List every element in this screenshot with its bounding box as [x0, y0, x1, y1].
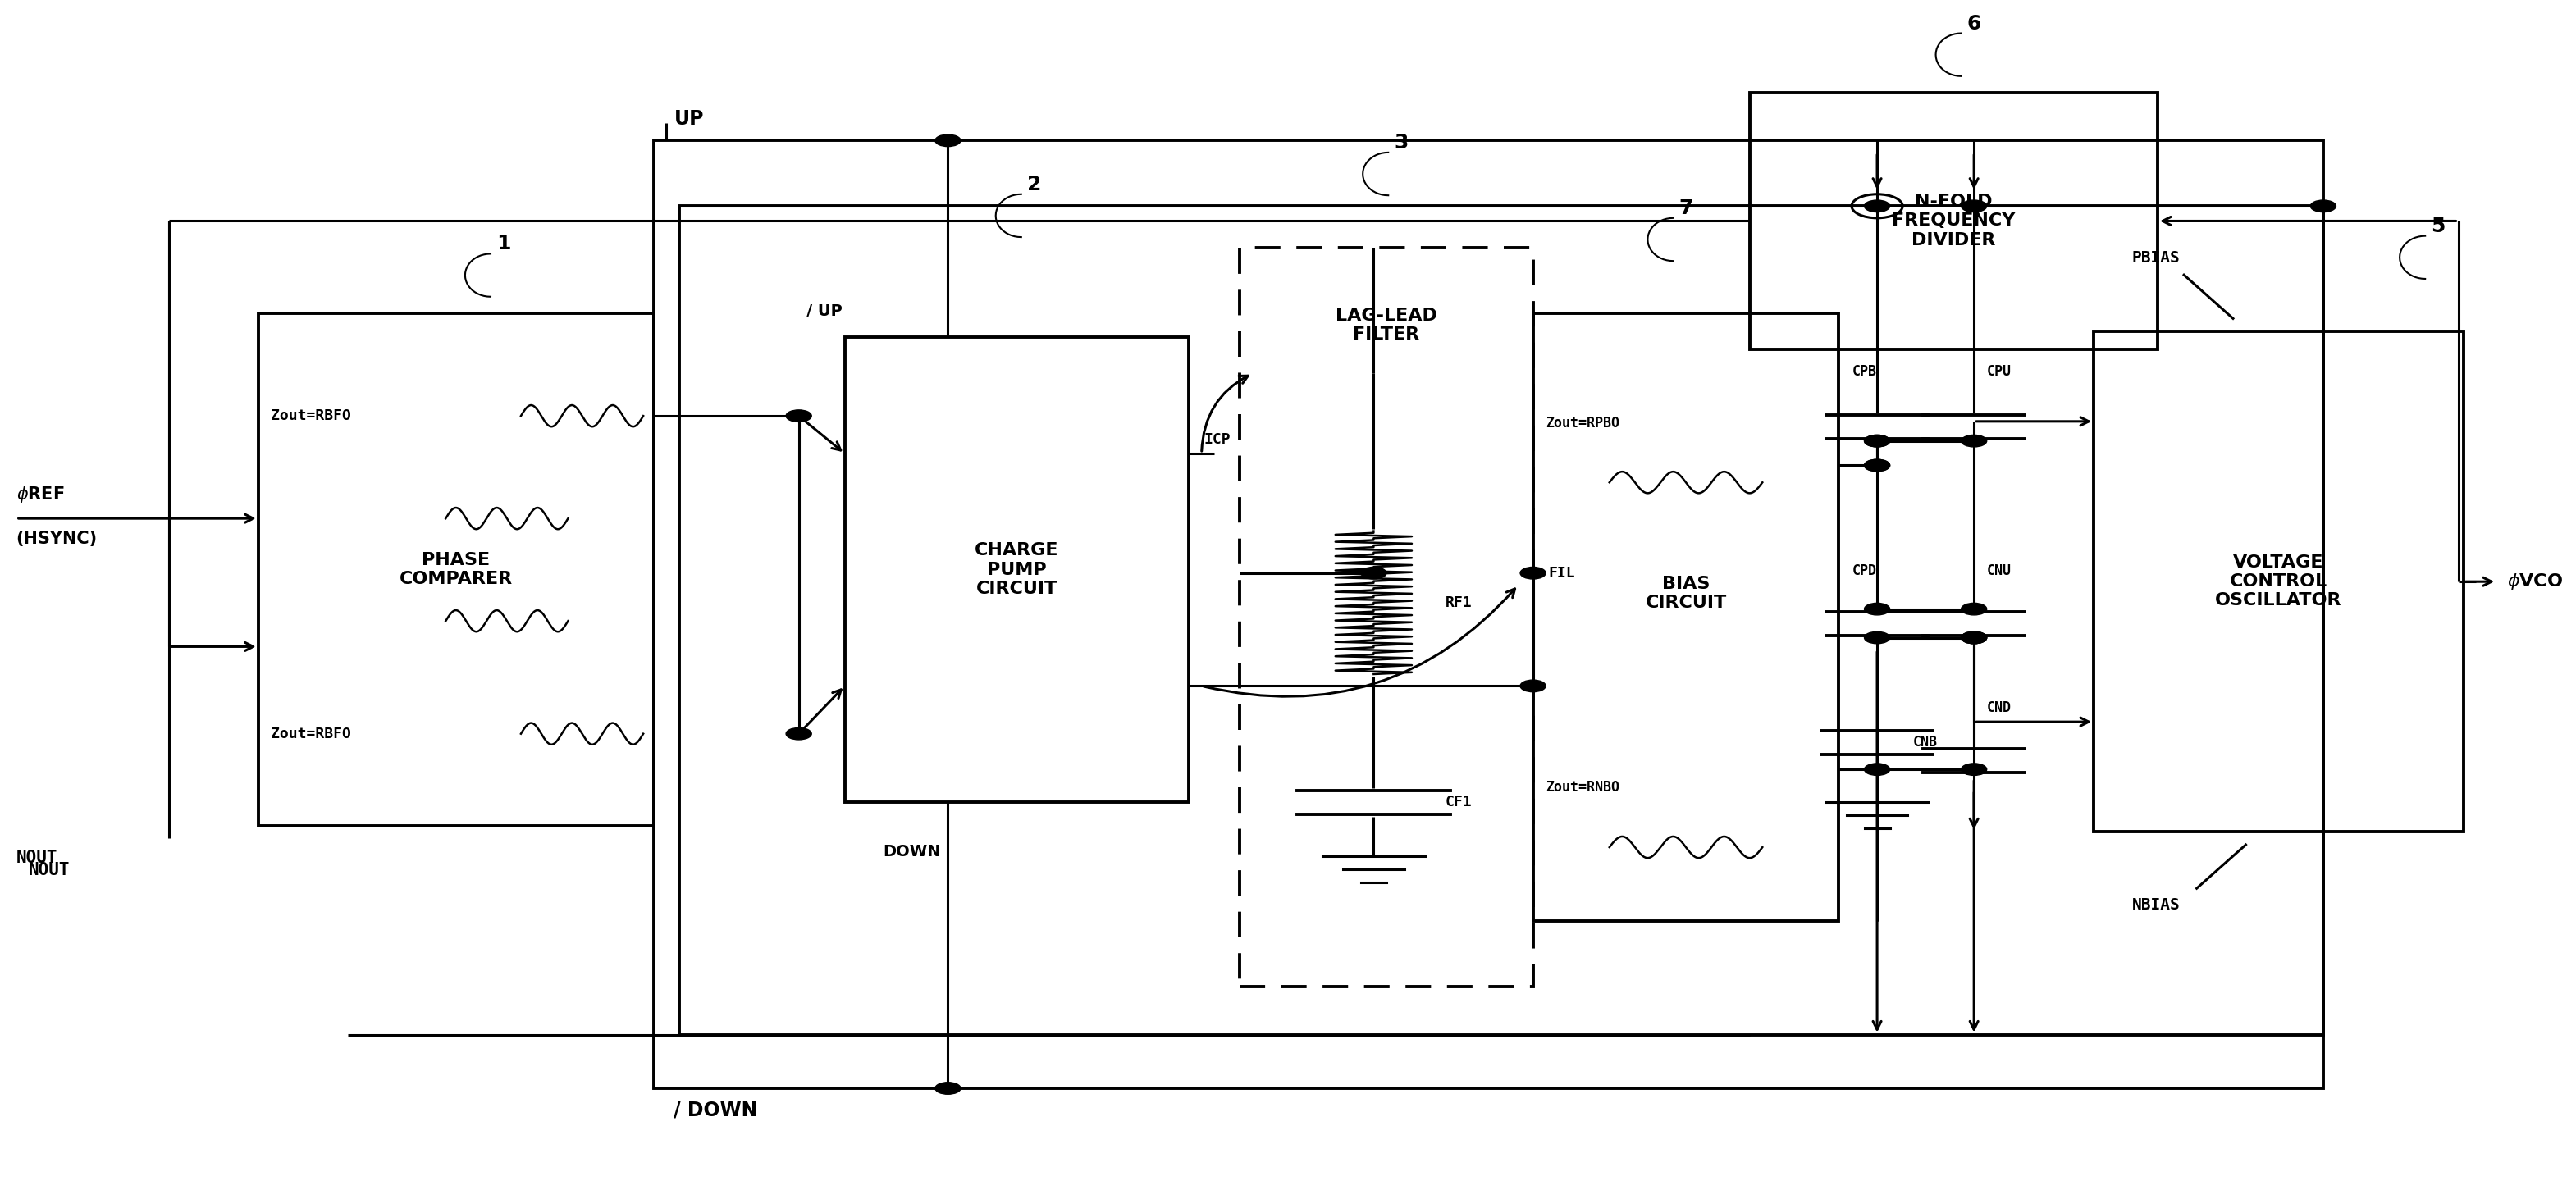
Text: Zout=RPBO: Zout=RPBO [1546, 415, 1620, 430]
Circle shape [1865, 459, 1891, 471]
Text: Zout=RBFO: Zout=RBFO [270, 409, 350, 423]
Text: Zout=RNBO: Zout=RNBO [1546, 781, 1620, 795]
Circle shape [1865, 764, 1891, 776]
Circle shape [1520, 567, 1546, 579]
Bar [1533, 313, 1839, 921]
Text: PHASE
COMPARER: PHASE COMPARER [399, 552, 513, 588]
Text: 2: 2 [1028, 175, 1041, 194]
Text: NBIAS: NBIAS [2133, 898, 2179, 914]
Bar [845, 337, 1188, 802]
Text: UP: UP [675, 109, 703, 128]
Text: VOLTAGE
CONTROL
OSCILLATOR: VOLTAGE CONTROL OSCILLATOR [2215, 554, 2342, 609]
Text: 1: 1 [497, 234, 510, 254]
Circle shape [935, 1083, 961, 1095]
Text: CND: CND [1986, 700, 2012, 715]
Text: CHARGE
PUMP
CIRCUIT: CHARGE PUMP CIRCUIT [974, 542, 1059, 597]
Text: CF1: CF1 [1445, 795, 1471, 809]
Text: NOUT: NOUT [28, 862, 70, 878]
Circle shape [1960, 435, 1986, 447]
Text: CPU: CPU [1986, 364, 2012, 379]
Circle shape [1865, 459, 1891, 471]
Text: 6: 6 [1968, 13, 1981, 34]
Text: LAG-LEAD
FILTER: LAG-LEAD FILTER [1334, 308, 1437, 343]
Circle shape [1865, 603, 1891, 615]
Circle shape [786, 410, 811, 422]
Text: N-FOLD
FREQUENCY
DIVIDER: N-FOLD FREQUENCY DIVIDER [1891, 194, 2014, 248]
Circle shape [1520, 680, 1546, 692]
Text: CPB: CPB [1852, 364, 1878, 379]
Circle shape [1865, 632, 1891, 644]
Text: BIAS
CIRCUIT: BIAS CIRCUIT [1646, 576, 1726, 611]
Circle shape [1960, 200, 1986, 212]
Text: DOWN: DOWN [884, 844, 940, 860]
Text: CNB: CNB [1914, 735, 1937, 749]
Circle shape [1960, 632, 1986, 644]
Circle shape [1360, 567, 1386, 579]
Text: 7: 7 [1680, 198, 1692, 218]
Text: (HSYNC): (HSYNC) [15, 530, 98, 547]
Circle shape [786, 728, 811, 740]
Text: ICP: ICP [1203, 432, 1231, 447]
Text: CPD: CPD [1852, 564, 1878, 578]
Text: PBIAS: PBIAS [2133, 251, 2179, 266]
Text: / DOWN: / DOWN [675, 1101, 757, 1120]
Text: $\phi$REF: $\phi$REF [15, 484, 64, 504]
Bar [680, 206, 2324, 1035]
Circle shape [2311, 200, 2336, 212]
Text: 3: 3 [1394, 133, 1409, 152]
Circle shape [1960, 632, 1986, 644]
Circle shape [1865, 435, 1891, 447]
Text: CNU: CNU [1986, 564, 2012, 578]
Circle shape [1960, 764, 1986, 776]
Bar [2094, 331, 2463, 832]
Bar [654, 140, 2324, 1089]
Text: FIL: FIL [1548, 566, 1574, 580]
Circle shape [1865, 435, 1891, 447]
Circle shape [1865, 200, 1891, 212]
Text: 5: 5 [2432, 216, 2445, 236]
Text: NOUT: NOUT [15, 850, 57, 866]
Text: RF1: RF1 [1445, 595, 1471, 610]
Bar [258, 313, 654, 826]
Bar [1239, 248, 1533, 987]
Circle shape [935, 134, 961, 146]
Circle shape [1960, 632, 1986, 644]
Text: $\phi$VCO: $\phi$VCO [2506, 572, 2563, 591]
Text: / UP: / UP [806, 303, 842, 319]
Circle shape [1960, 603, 1986, 615]
Text: Zout=RBFO: Zout=RBFO [270, 727, 350, 741]
Bar [1749, 92, 2159, 349]
